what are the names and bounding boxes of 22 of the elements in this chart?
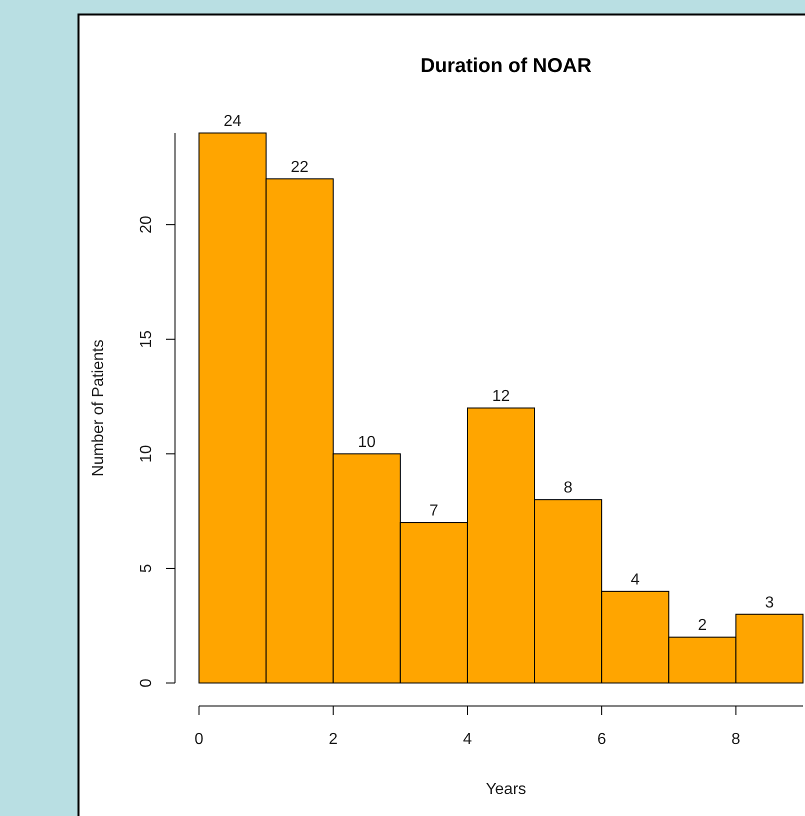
x-tick-label: 2 xyxy=(328,731,338,748)
data-label: 10 xyxy=(358,434,376,451)
y-tick-label: 5 xyxy=(138,564,155,573)
x-tick-label: 6 xyxy=(597,731,606,748)
data-label: 22 xyxy=(290,158,309,176)
data-label: 2 xyxy=(698,617,707,634)
chart-title: Duration of NOAR xyxy=(420,55,592,77)
data-label: 8 xyxy=(564,480,573,497)
data-label: 24 xyxy=(224,113,242,130)
data-label: 12 xyxy=(492,388,510,405)
data-label: 4 xyxy=(630,571,640,588)
data-label: 7 xyxy=(429,502,438,520)
y-tick-label: 20 xyxy=(138,216,155,234)
x-tick-label: 8 xyxy=(731,731,740,748)
x-tick-label: 4 xyxy=(462,731,472,748)
x-axis-title: Years xyxy=(486,781,526,798)
y-axis-title: Number of Patients xyxy=(90,340,107,476)
y-tick-label: 0 xyxy=(138,678,155,688)
x-tick-label: 0 xyxy=(194,731,204,748)
y-tick-label: 10 xyxy=(138,444,155,463)
y-tick-label: 15 xyxy=(138,330,155,348)
data-label: 3 xyxy=(764,594,774,612)
